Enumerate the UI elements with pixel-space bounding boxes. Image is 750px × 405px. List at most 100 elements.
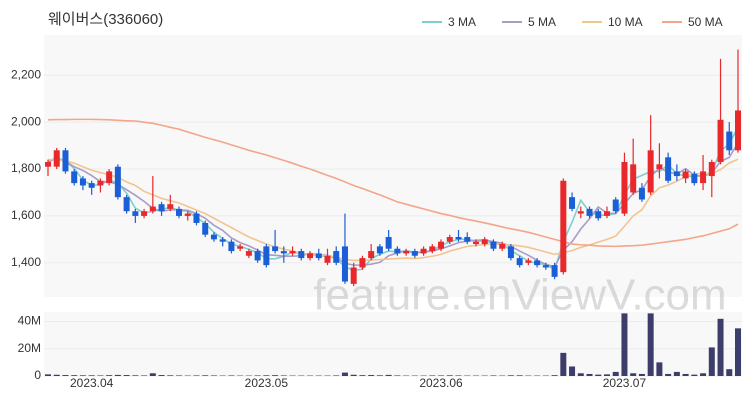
- volume-bar: [377, 375, 383, 376]
- volume-bar: [735, 328, 741, 376]
- volume-bar: [97, 375, 103, 376]
- candle-body: [665, 157, 671, 180]
- candle-body: [193, 214, 199, 223]
- volume-bar: [89, 375, 95, 376]
- x-tick-label: 2023.04: [70, 376, 114, 390]
- legend-label: 3 MA: [448, 15, 476, 29]
- candle-body: [263, 246, 269, 265]
- candle-body: [62, 150, 68, 171]
- volume-bar: [80, 375, 86, 376]
- volume-bar: [587, 374, 593, 376]
- volume-bar: [429, 375, 435, 376]
- x-tick-label: 2023.06: [419, 376, 463, 390]
- candle-body: [333, 251, 339, 263]
- candle-body: [281, 251, 287, 253]
- volume-bar: [639, 374, 645, 376]
- candle-body: [403, 251, 409, 253]
- y-tick-label: 20M: [18, 341, 41, 355]
- volume-bar: [569, 366, 575, 376]
- candle-body: [429, 246, 435, 251]
- volume-bar: [674, 372, 680, 376]
- candle-body: [185, 214, 191, 216]
- candle-body: [726, 132, 732, 151]
- y-tick-label: 1,800: [11, 161, 41, 175]
- x-tick-label: 2023.07: [603, 376, 647, 390]
- volume-bar: [578, 373, 584, 376]
- candle-body: [45, 162, 51, 167]
- candle-body: [359, 258, 365, 267]
- candle-body: [167, 204, 173, 209]
- candle-body: [683, 171, 689, 178]
- volume-bar: [456, 375, 462, 376]
- candle-body: [115, 167, 121, 197]
- candle-body: [490, 242, 496, 249]
- candle-body: [438, 242, 444, 249]
- y-tick-label: 40M: [18, 314, 41, 328]
- candle-body: [543, 265, 549, 267]
- volume-bar: [124, 375, 130, 376]
- volume-bar: [263, 375, 269, 376]
- volume-bar: [604, 374, 610, 376]
- candle-body: [604, 211, 610, 216]
- volume-bar: [552, 375, 558, 376]
- candle-body: [656, 164, 662, 169]
- candle-body: [176, 209, 182, 216]
- candle-body: [691, 174, 697, 183]
- candle-body: [211, 235, 217, 240]
- candle-body: [255, 251, 261, 260]
- volume-bar: [691, 375, 697, 376]
- volume-bar: [167, 375, 173, 376]
- volume-bar: [54, 375, 60, 376]
- volume-bar: [115, 375, 121, 376]
- legend-label: 10 MA: [608, 15, 643, 29]
- candle-body: [482, 239, 488, 244]
- candle-body: [272, 246, 278, 251]
- candle-body: [421, 249, 427, 254]
- volume-bar: [709, 347, 715, 376]
- candle-body: [630, 164, 636, 192]
- candle-body: [159, 204, 165, 211]
- candle-body: [621, 162, 627, 214]
- candle-body: [412, 251, 418, 256]
- candle-body: [508, 246, 514, 258]
- y-tick-label: 2,200: [11, 67, 41, 81]
- candle-body: [394, 249, 400, 254]
- candle-body: [124, 197, 130, 211]
- candle-body: [587, 209, 593, 216]
- candle-body: [569, 197, 575, 209]
- candle-body: [368, 251, 374, 258]
- candle-body: [595, 211, 601, 218]
- candle-body: [150, 207, 156, 212]
- legend-label: 50 MA: [688, 15, 723, 29]
- candle-body: [351, 267, 357, 283]
- candle-body: [700, 171, 706, 183]
- candle-body: [499, 244, 505, 249]
- candle-body: [316, 253, 322, 258]
- volume-bar: [560, 353, 566, 376]
- candle-body: [525, 260, 531, 262]
- volume-bar: [141, 375, 147, 376]
- chart-title: 웨이버스(336060): [48, 11, 163, 28]
- candle-body: [447, 237, 453, 242]
- candle-body: [473, 242, 479, 244]
- x-tick-label: 2023.05: [245, 376, 289, 390]
- volume-bar: [159, 375, 165, 376]
- volume-bar: [700, 373, 706, 376]
- volume-bar: [150, 373, 156, 376]
- volume-bar: [595, 375, 601, 376]
- candle-body: [674, 171, 680, 176]
- volume-bar: [333, 375, 339, 376]
- candle-body: [220, 239, 226, 241]
- candle-body: [54, 150, 60, 166]
- candle-body: [377, 246, 383, 253]
- volume-bar: [621, 313, 627, 376]
- candle-body: [517, 258, 523, 265]
- volume-bar: [490, 375, 496, 376]
- volume-bar: [447, 375, 453, 376]
- volume-bar: [176, 375, 182, 376]
- candle-body: [552, 265, 558, 277]
- volume-bar: [656, 362, 662, 376]
- candle-body: [718, 120, 724, 162]
- y-tick-label: 2,000: [11, 114, 41, 128]
- candle-body: [132, 211, 138, 216]
